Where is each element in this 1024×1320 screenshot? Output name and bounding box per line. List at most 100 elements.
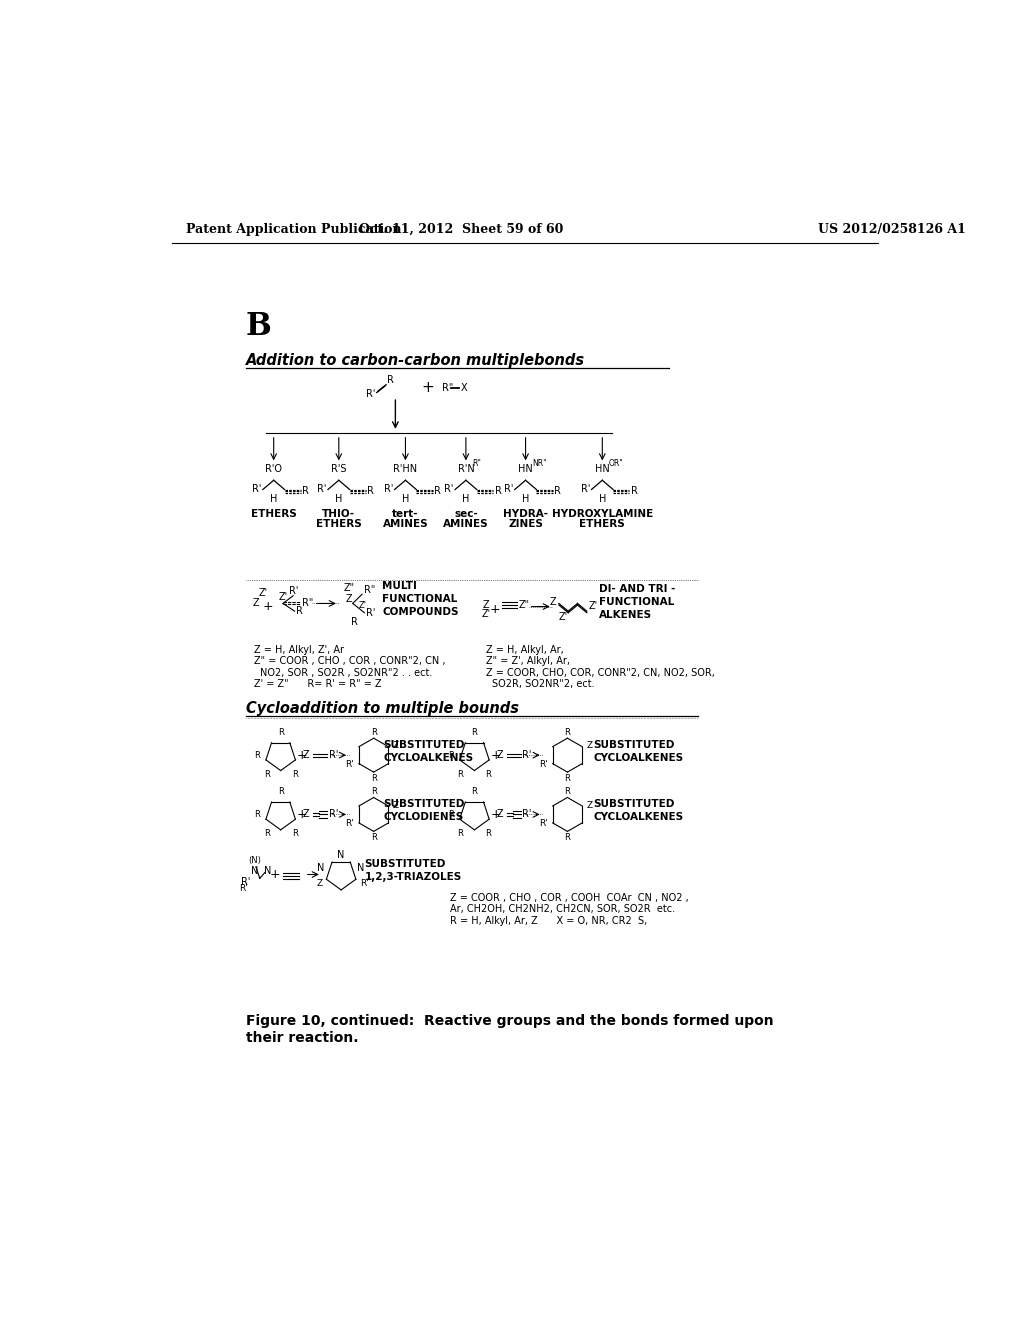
Text: Z: Z — [497, 750, 503, 760]
Text: tert-: tert- — [392, 510, 419, 519]
Text: R': R' — [522, 750, 531, 760]
Text: R": R" — [442, 383, 454, 393]
Text: R: R — [255, 810, 260, 818]
Text: MULTI
FUNCTIONAL
COMPOUNDS: MULTI FUNCTIONAL COMPOUNDS — [382, 581, 459, 616]
Text: Oct. 11, 2012  Sheet 59 of 60: Oct. 11, 2012 Sheet 59 of 60 — [359, 223, 563, 236]
Text: OR": OR" — [608, 459, 624, 467]
Text: H: H — [335, 494, 342, 504]
Text: R': R' — [581, 484, 590, 495]
Text: R': R' — [289, 586, 299, 597]
Text: R: R — [631, 486, 638, 496]
Text: R': R' — [384, 484, 393, 495]
Text: Z': Z' — [559, 612, 568, 622]
Text: R'N: R'N — [458, 465, 474, 474]
Text: Z": Z" — [343, 583, 354, 593]
Text: R': R' — [241, 878, 251, 887]
Text: R: R — [264, 770, 269, 779]
Text: Z" = COOR , CHO , COR , CONR"2, CN ,: Z" = COOR , CHO , COR , CONR"2, CN , — [254, 656, 445, 667]
Text: Z: Z — [303, 809, 309, 820]
Text: R: R — [471, 727, 477, 737]
Text: Z: Z — [497, 809, 503, 820]
Text: Z = COOR, CHO, COR, CONR"2, CN, NO2, SOR,: Z = COOR, CHO, COR, CONR"2, CN, NO2, SOR… — [486, 668, 715, 677]
Text: Z: Z — [316, 879, 323, 888]
Text: Figure 10, continued:  Reactive groups and the bonds formed upon: Figure 10, continued: Reactive groups an… — [246, 1014, 773, 1028]
Text: Z": Z" — [518, 601, 529, 610]
Text: HYDROXYLAMINE: HYDROXYLAMINE — [552, 510, 653, 519]
Text: THIO-: THIO- — [323, 510, 355, 519]
Text: ETHERS: ETHERS — [580, 519, 626, 529]
Text: H: H — [270, 494, 278, 504]
Text: N: N — [338, 850, 345, 861]
Text: R: R — [368, 486, 375, 496]
Text: R: R — [264, 829, 269, 838]
Text: H: H — [462, 494, 470, 504]
Text: R": R" — [302, 598, 313, 607]
Text: Z = COOR , CHO , COR , COOH  COAr  CN , NO2 ,: Z = COOR , CHO , COR , COOH COAr CN , NO… — [450, 892, 688, 903]
Text: Cycloaddition to multiple bounds: Cycloaddition to multiple bounds — [246, 701, 519, 715]
Text: R: R — [471, 787, 477, 796]
Text: Z': Z' — [358, 601, 367, 610]
Text: Z': Z' — [481, 610, 490, 619]
Text: R': R' — [540, 760, 548, 768]
Text: +: + — [422, 380, 434, 396]
Text: Z: Z — [345, 594, 352, 603]
Text: R: R — [351, 616, 357, 627]
Text: H: H — [401, 494, 410, 504]
Text: Z': Z' — [279, 593, 288, 602]
Text: R: R — [292, 829, 298, 838]
Text: +: + — [262, 601, 272, 612]
Text: R": R" — [364, 585, 375, 594]
Text: US 2012/0258126 A1: US 2012/0258126 A1 — [818, 223, 966, 236]
Text: R': R' — [444, 484, 454, 495]
Text: R'HN: R'HN — [393, 465, 418, 474]
Text: R: R — [449, 751, 454, 759]
Text: R: R — [564, 787, 570, 796]
Text: AMINES: AMINES — [443, 519, 488, 529]
Text: Addition to carbon-carbon multiplebonds: Addition to carbon-carbon multiplebonds — [246, 352, 585, 368]
Text: DI- AND TRI -
FUNCTIONAL
ALKENES: DI- AND TRI - FUNCTIONAL ALKENES — [599, 583, 676, 620]
Text: R: R — [485, 770, 492, 779]
Text: R: R — [434, 486, 441, 496]
Text: X: X — [461, 383, 467, 393]
Text: N: N — [263, 866, 271, 875]
Text: N: N — [316, 863, 324, 874]
Text: HN: HN — [595, 465, 609, 474]
Text: H: H — [522, 494, 529, 504]
Text: +: + — [490, 603, 501, 616]
Text: SUBSTITUTED
CYCLOALKENES: SUBSTITUTED CYCLOALKENES — [593, 739, 683, 763]
Text: AMINES: AMINES — [383, 519, 428, 529]
Text: NR": NR" — [531, 459, 547, 467]
Text: R': R' — [345, 760, 354, 768]
Text: B: B — [246, 310, 271, 342]
Text: R: R — [564, 774, 570, 783]
Text: Z: Z — [550, 597, 557, 607]
Text: N: N — [356, 863, 364, 874]
Text: R': R' — [366, 389, 375, 399]
Text: ETHERS: ETHERS — [316, 519, 361, 529]
Text: HN: HN — [518, 465, 532, 474]
Text: +: + — [297, 808, 307, 821]
Text: R': R' — [345, 820, 354, 828]
Text: R': R' — [329, 809, 338, 820]
Text: (N): (N) — [248, 857, 261, 865]
Text: R: R — [485, 829, 492, 838]
Text: R: R — [371, 727, 377, 737]
Text: HYDRA-: HYDRA- — [503, 510, 548, 519]
Text: R': R' — [252, 484, 261, 495]
Text: SUBSTITUTED
CYCLOALKENES: SUBSTITUTED CYCLOALKENES — [384, 739, 474, 763]
Text: Ar, CH2OH, CH2NH2, CH2CN, SOR, SO2R  etc.: Ar, CH2OH, CH2NH2, CH2CN, SOR, SO2R etc. — [450, 904, 675, 915]
Text: R': R' — [522, 809, 531, 820]
Text: +: + — [270, 869, 281, 880]
Text: Z = H, Alkyl, Ar,: Z = H, Alkyl, Ar, — [486, 644, 564, 655]
Text: Z: Z — [253, 598, 259, 609]
Text: Z: Z — [587, 801, 593, 809]
Text: R: R — [371, 774, 377, 783]
Text: +: + — [490, 748, 502, 762]
Text: R: R — [449, 810, 454, 818]
Text: R': R' — [240, 884, 248, 892]
Text: R': R' — [504, 484, 513, 495]
Text: R: R — [296, 606, 303, 616]
Text: Patent Application Publication: Patent Application Publication — [186, 223, 401, 236]
Text: Z: Z — [482, 601, 489, 610]
Text: Z: Z — [303, 750, 309, 760]
